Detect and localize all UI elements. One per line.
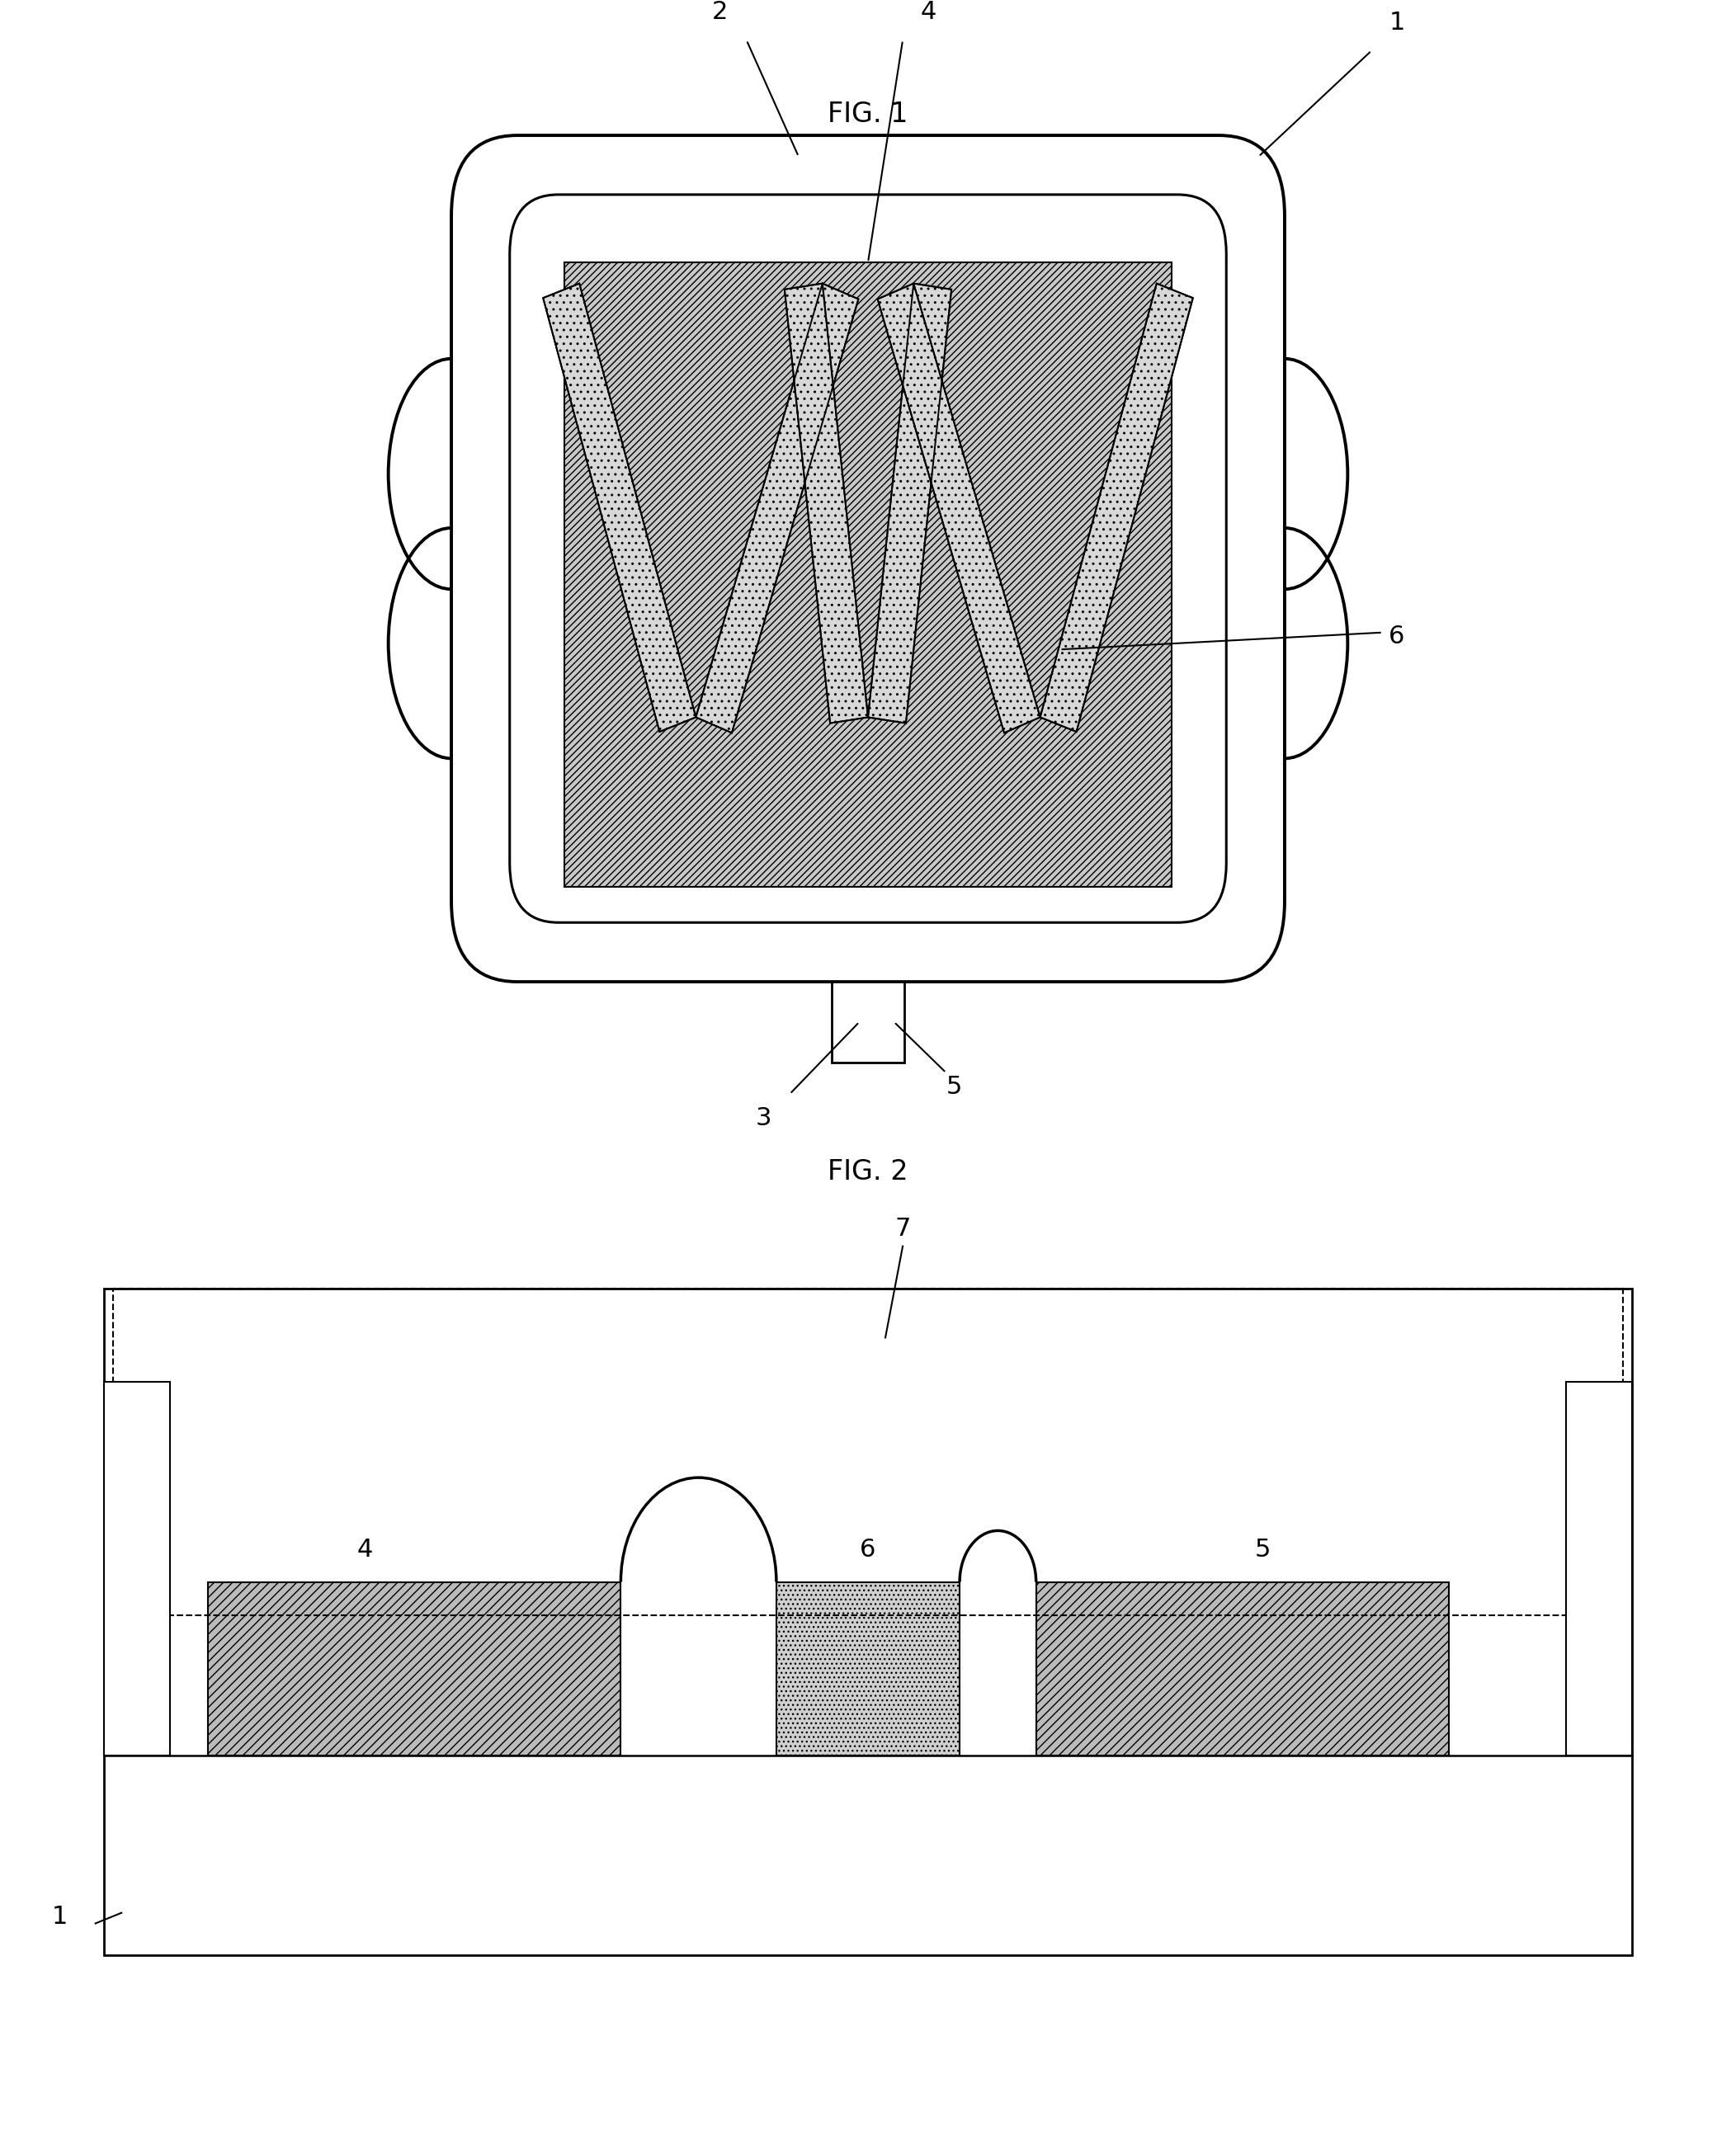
Bar <box>776 1582 960 1755</box>
FancyBboxPatch shape <box>510 194 1226 922</box>
Bar <box>208 1582 621 1755</box>
Bar <box>564 263 1172 886</box>
Text: 4: 4 <box>358 1537 373 1561</box>
Polygon shape <box>1040 284 1193 732</box>
Text: 1: 1 <box>1389 11 1404 34</box>
Text: 5: 5 <box>946 1074 962 1100</box>
Text: 2: 2 <box>712 0 727 23</box>
Polygon shape <box>696 284 858 732</box>
Text: 7: 7 <box>894 1217 911 1240</box>
Polygon shape <box>543 284 696 732</box>
Bar <box>104 1290 1632 1956</box>
Bar <box>1566 1381 1632 1755</box>
Bar <box>832 982 904 1063</box>
Text: 4: 4 <box>920 0 936 23</box>
Polygon shape <box>868 284 951 724</box>
Bar <box>1036 1582 1448 1755</box>
Text: 6: 6 <box>1389 623 1404 649</box>
Text: 5: 5 <box>1255 1537 1271 1561</box>
FancyBboxPatch shape <box>451 135 1285 982</box>
Bar <box>113 1290 1623 1616</box>
Text: FIG. 1: FIG. 1 <box>828 100 908 128</box>
Text: 1: 1 <box>52 1904 68 1928</box>
Bar <box>104 1381 170 1755</box>
Text: 3: 3 <box>755 1106 771 1132</box>
Polygon shape <box>785 284 868 724</box>
Polygon shape <box>878 284 1040 732</box>
Text: FIG. 2: FIG. 2 <box>828 1159 908 1185</box>
Text: 6: 6 <box>859 1537 877 1561</box>
